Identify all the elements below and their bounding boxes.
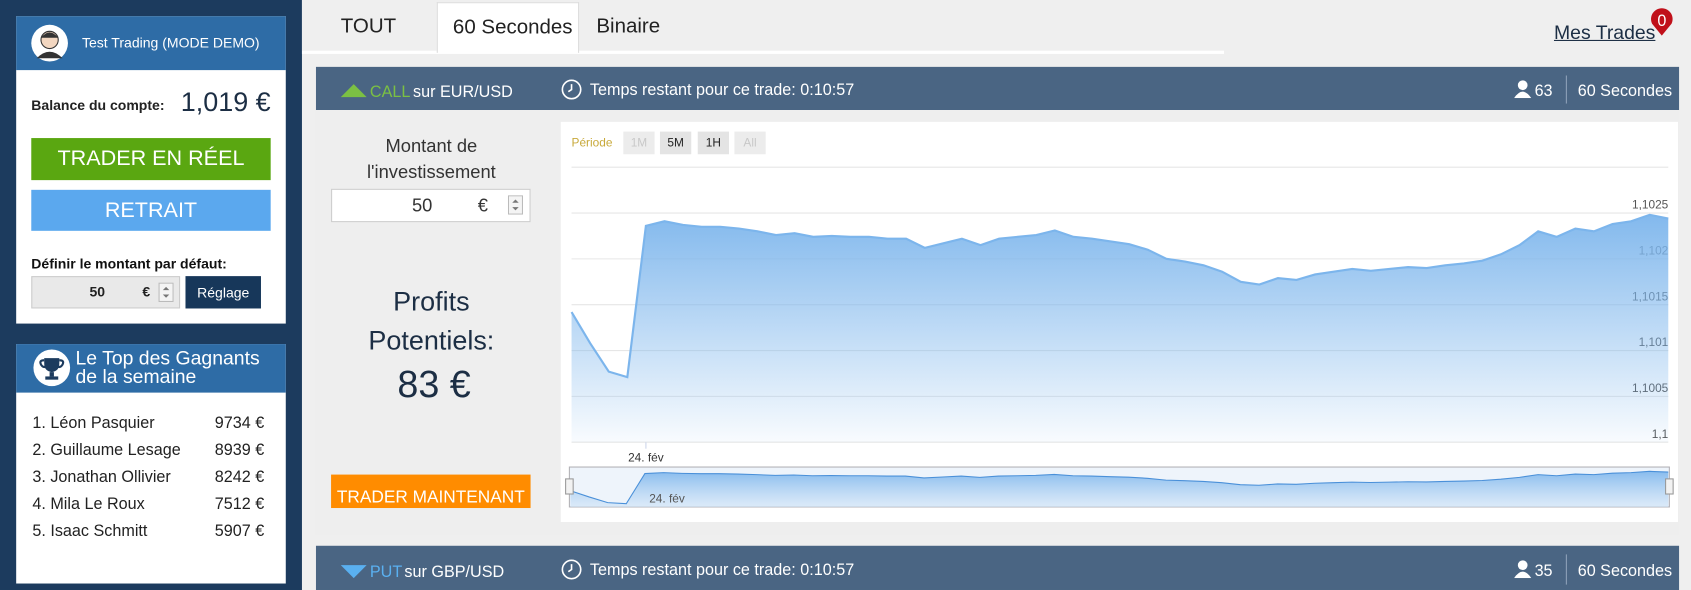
winner-name: 4. Mila Le Roux <box>32 495 145 514</box>
navigator-area <box>570 471 1669 507</box>
chart: Période1M5M1HAll1,11,10051,1011,10151,10… <box>565 131 1674 508</box>
area-fill <box>571 214 1669 443</box>
pair: sur GBP/USD <box>404 563 505 582</box>
amount-input[interactable] <box>331 188 531 223</box>
avatar <box>31 24 68 62</box>
separator <box>1565 554 1567 585</box>
default-amount-input[interactable] <box>31 276 181 309</box>
tab-underline <box>301 50 1224 54</box>
balance: 1,019 € <box>180 87 271 118</box>
winner-name: 5. Isaac Schmitt <box>32 522 148 541</box>
profit-label: Profits Potentiels: <box>368 286 495 356</box>
spinner[interactable] <box>507 195 524 215</box>
traders: 35 <box>1534 561 1553 581</box>
period-button[interactable] <box>697 131 729 155</box>
winner-amount: 8939 € <box>214 441 265 460</box>
winner-amount: 5907 € <box>214 522 265 541</box>
area-line <box>570 213 1669 379</box>
currency: € <box>142 283 151 300</box>
user-icon <box>1514 80 1532 99</box>
winner-name: 2. Guillaume Lesage <box>32 441 181 460</box>
period-button-label[interactable]: All <box>743 136 756 150</box>
default-amount: 50 <box>89 283 106 300</box>
direction: PUT <box>369 563 403 582</box>
timer: Temps restant pour ce trade: 0:10:57 <box>589 80 855 100</box>
spinner[interactable] <box>158 282 174 303</box>
winner-row: 3. Jonathan Ollivier 8242 € <box>32 469 264 486</box>
winners-title: Le Top des Gagnants de la semaine <box>75 347 260 388</box>
navigator-handle[interactable] <box>565 478 574 495</box>
trophy-icon <box>33 349 71 387</box>
amount: 50 <box>411 195 433 216</box>
trade-header <box>315 66 1680 111</box>
winner-row: 5. Isaac Schmitt 5907 € <box>32 523 264 540</box>
duration: 60 Secondes <box>1577 561 1673 581</box>
y-tick-label: 1,1025 <box>1632 198 1669 212</box>
clock-icon <box>561 79 582 100</box>
winner-row: 4. Mila Le Roux 7512 € <box>32 496 264 513</box>
clock-icon <box>561 559 582 580</box>
period-button[interactable] <box>734 131 766 155</box>
winner-amount: 7512 € <box>214 495 265 514</box>
timer: Temps restant pour ce trade: 0:10:57 <box>589 560 855 580</box>
period-button-label[interactable]: 5M <box>667 136 683 150</box>
navigator-line <box>570 470 1669 505</box>
period-button[interactable] <box>623 131 655 155</box>
tab[interactable]: Binaire <box>596 15 661 38</box>
period-button[interactable] <box>659 131 692 155</box>
account-title: Test Trading (MODE DEMO) <box>81 34 260 51</box>
badge-pin <box>1651 8 1673 36</box>
tab[interactable]: TOUT <box>340 15 397 38</box>
winner-row: 1. Léon Pasquier 9734 € <box>32 415 264 432</box>
separator <box>1565 75 1567 104</box>
period-button-label[interactable]: 1M <box>631 136 647 150</box>
my-trades-link[interactable]: Mes Trades <box>1553 21 1656 44</box>
trade-button[interactable] <box>331 474 531 509</box>
tab[interactable]: 60 Secondes <box>452 16 573 39</box>
trade-header <box>315 545 1680 590</box>
user-icon <box>1514 560 1532 579</box>
up-arrow <box>340 84 367 98</box>
badge: 0 <box>1657 11 1667 30</box>
settings-button[interactable]: Réglage <box>185 276 261 309</box>
profit: 83 € <box>397 363 471 406</box>
active-tab <box>436 2 580 53</box>
direction: CALL <box>369 83 411 102</box>
x-tick-label: 24. fév <box>628 451 664 465</box>
down-arrow <box>340 565 367 579</box>
currency: € <box>477 195 488 216</box>
navigator-tick-label: 24. fév <box>649 492 685 506</box>
duration: 60 Secondes <box>1577 81 1673 101</box>
trade-button-label[interactable]: TRADER MAINTENANT <box>336 488 525 507</box>
winner-amount: 8242 € <box>214 468 265 487</box>
amount-label: Montant de l'investissement <box>366 135 496 183</box>
balance-label: Balance du compte: <box>31 97 165 114</box>
withdraw-button[interactable]: RETRAIT <box>31 189 271 231</box>
live-button[interactable]: TRADER EN RÉEL <box>31 138 271 181</box>
winners-list: 1. Léon Pasquier 9734 € 2. Guillaume Lesag… <box>32 415 264 550</box>
navigator-handle[interactable] <box>1665 478 1674 495</box>
winner-name: 3. Jonathan Ollivier <box>32 468 171 487</box>
default-amount-label: Définir le montant par défaut: <box>31 255 227 272</box>
winner-amount: 9734 € <box>214 414 265 433</box>
period-button-label[interactable]: 1H <box>706 136 721 150</box>
winner-name: 1. Léon Pasquier <box>32 414 155 433</box>
period-label: Période <box>572 136 613 150</box>
traders: 63 <box>1534 81 1553 101</box>
winner-row: 2. Guillaume Lesage 8939 € <box>32 442 264 459</box>
pair: sur EUR/USD <box>413 83 513 102</box>
